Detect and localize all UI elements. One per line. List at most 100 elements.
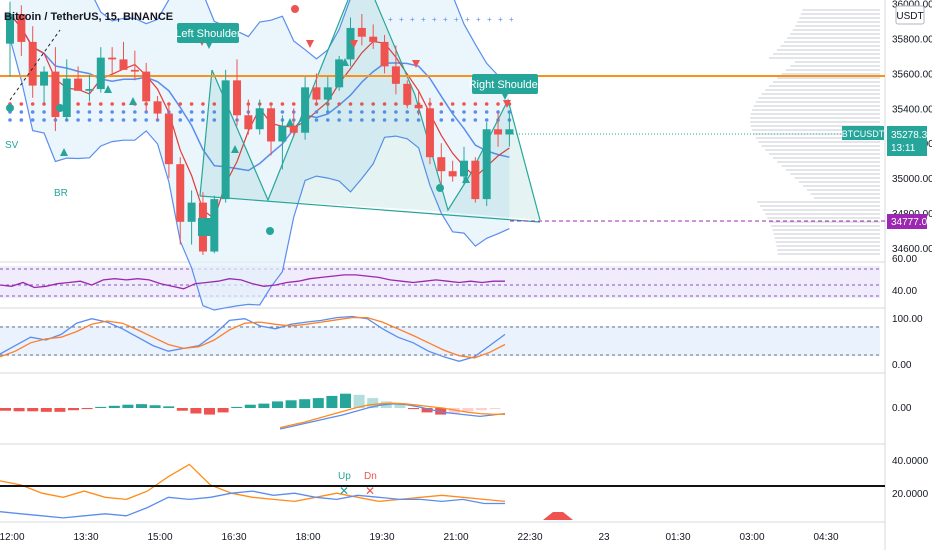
x-tick-label: 15:00 (147, 532, 172, 543)
level-dot (337, 118, 341, 122)
level-dot (121, 118, 126, 122)
x-tick-label: 21:00 (443, 532, 468, 543)
candle (301, 87, 310, 133)
macd-bar (285, 400, 297, 408)
bollinger-fill (10, 0, 510, 310)
plus-marker: + (465, 15, 470, 24)
x-tick-label: 19:30 (369, 532, 394, 543)
candle (74, 78, 83, 91)
macd-bar (40, 408, 52, 412)
macd-bar (462, 408, 474, 412)
price-badge-price: 35278.30 (891, 130, 932, 141)
level-dot (87, 110, 92, 114)
candle (414, 104, 423, 109)
level-dot (178, 110, 183, 114)
candle (335, 59, 344, 88)
bollinger-lower (9, 38, 510, 311)
level-dot (337, 110, 341, 114)
x-tick-label: 23 (598, 532, 610, 543)
candle (437, 157, 446, 172)
level-dot (473, 110, 478, 114)
macd-bar (176, 408, 188, 411)
macd-bar (136, 404, 147, 408)
x-tick-label: 04:30 (813, 532, 838, 543)
macd-bar (68, 408, 79, 411)
y-tick-label: 0.00 (892, 360, 912, 371)
x-tick-label: 01:30 (665, 532, 690, 543)
indicator-overlays: + + + + + + + + + + + + (8, 0, 514, 311)
level-dot (144, 110, 148, 114)
plus-marker: + (476, 15, 481, 24)
macd-bar (122, 404, 134, 408)
level-dot (30, 102, 35, 106)
level-dot (326, 118, 330, 122)
macd-bar (81, 408, 93, 410)
time-axis[interactable]: 12:00 13:30 15:00 16:30 18:00 19:30 21:00 22:30… (0, 532, 839, 543)
level-dot (189, 118, 194, 122)
candle (130, 69, 139, 72)
level-dot (439, 102, 444, 106)
level-dot (42, 118, 46, 122)
candle (221, 80, 230, 200)
level-dot (337, 102, 341, 106)
left-shoulder-callout[interactable]: Left Shoulder (175, 23, 241, 49)
stochastic-panel[interactable] (0, 315, 506, 362)
level-dot (348, 110, 353, 114)
currency-badge[interactable]: USDT (895, 5, 925, 25)
candle (108, 57, 117, 60)
macd-bar (54, 408, 66, 412)
level-dot (144, 118, 148, 122)
level-dot (439, 110, 444, 114)
price-badge-countdown: 13:11 (891, 143, 916, 154)
plus-marker: + (410, 15, 415, 24)
br-label: BR (54, 188, 68, 199)
level-dot (201, 118, 205, 122)
level-dot (87, 102, 92, 106)
macd-bar (204, 408, 215, 415)
candle (471, 160, 480, 200)
candle (278, 125, 287, 142)
dn-label: Dn (364, 471, 377, 482)
chart-title: Bitcoin / TetherUS, 15, BINANCE (4, 11, 173, 23)
level-dot (30, 118, 35, 122)
level-badge[interactable]: 34777.09 (887, 214, 932, 229)
level-dot (19, 110, 24, 114)
plus-marker: + (509, 15, 514, 24)
macd-panel[interactable] (0, 393, 506, 430)
level-dot (360, 118, 364, 122)
macd-bar (326, 395, 338, 408)
macd-bar (149, 405, 161, 408)
candle (17, 13, 26, 42)
candle (380, 41, 389, 67)
candle (51, 71, 60, 118)
sv-marker (6, 104, 14, 112)
level-dot (201, 102, 205, 106)
price-badge[interactable]: BTCUSDT 35278.30 13:11 (842, 126, 932, 156)
right-shoulder-label: Right Shoulder (469, 79, 542, 91)
plus-marker: + (498, 15, 503, 24)
y-tick-label: 35000.00 (892, 174, 932, 185)
left-shoulder-label: Left Shoulder (175, 28, 241, 40)
level-dot (371, 110, 376, 114)
y-tick-label: 40.00 (892, 286, 917, 297)
x-tick-label: 03:00 (739, 532, 764, 543)
adx-panel[interactable] (0, 463, 506, 519)
price-axis[interactable]: 36000.0035800.0035600.0035400.0035200.00… (892, 0, 932, 500)
level-dot (371, 102, 376, 106)
svg-text:✕: ✕ (365, 484, 375, 498)
macd-bar (217, 408, 229, 413)
level-dot (76, 102, 80, 106)
macd-bar (394, 404, 406, 408)
macd-bar (163, 406, 175, 408)
rsi-panel[interactable] (0, 274, 505, 290)
y-tick-label: 100.00 (892, 314, 923, 325)
level-dot (87, 118, 92, 122)
candle (425, 108, 434, 158)
level-dot (507, 110, 512, 114)
y-tick-label: 60.00 (892, 254, 917, 265)
level-dot (326, 110, 330, 114)
right-shoulder-callout[interactable]: Right Shoulder (469, 74, 542, 100)
adx-line (0, 490, 505, 519)
level-dot (416, 118, 421, 122)
